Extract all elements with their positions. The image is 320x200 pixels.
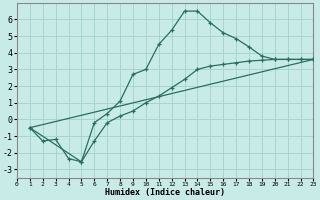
X-axis label: Humidex (Indice chaleur): Humidex (Indice chaleur) xyxy=(105,188,225,197)
